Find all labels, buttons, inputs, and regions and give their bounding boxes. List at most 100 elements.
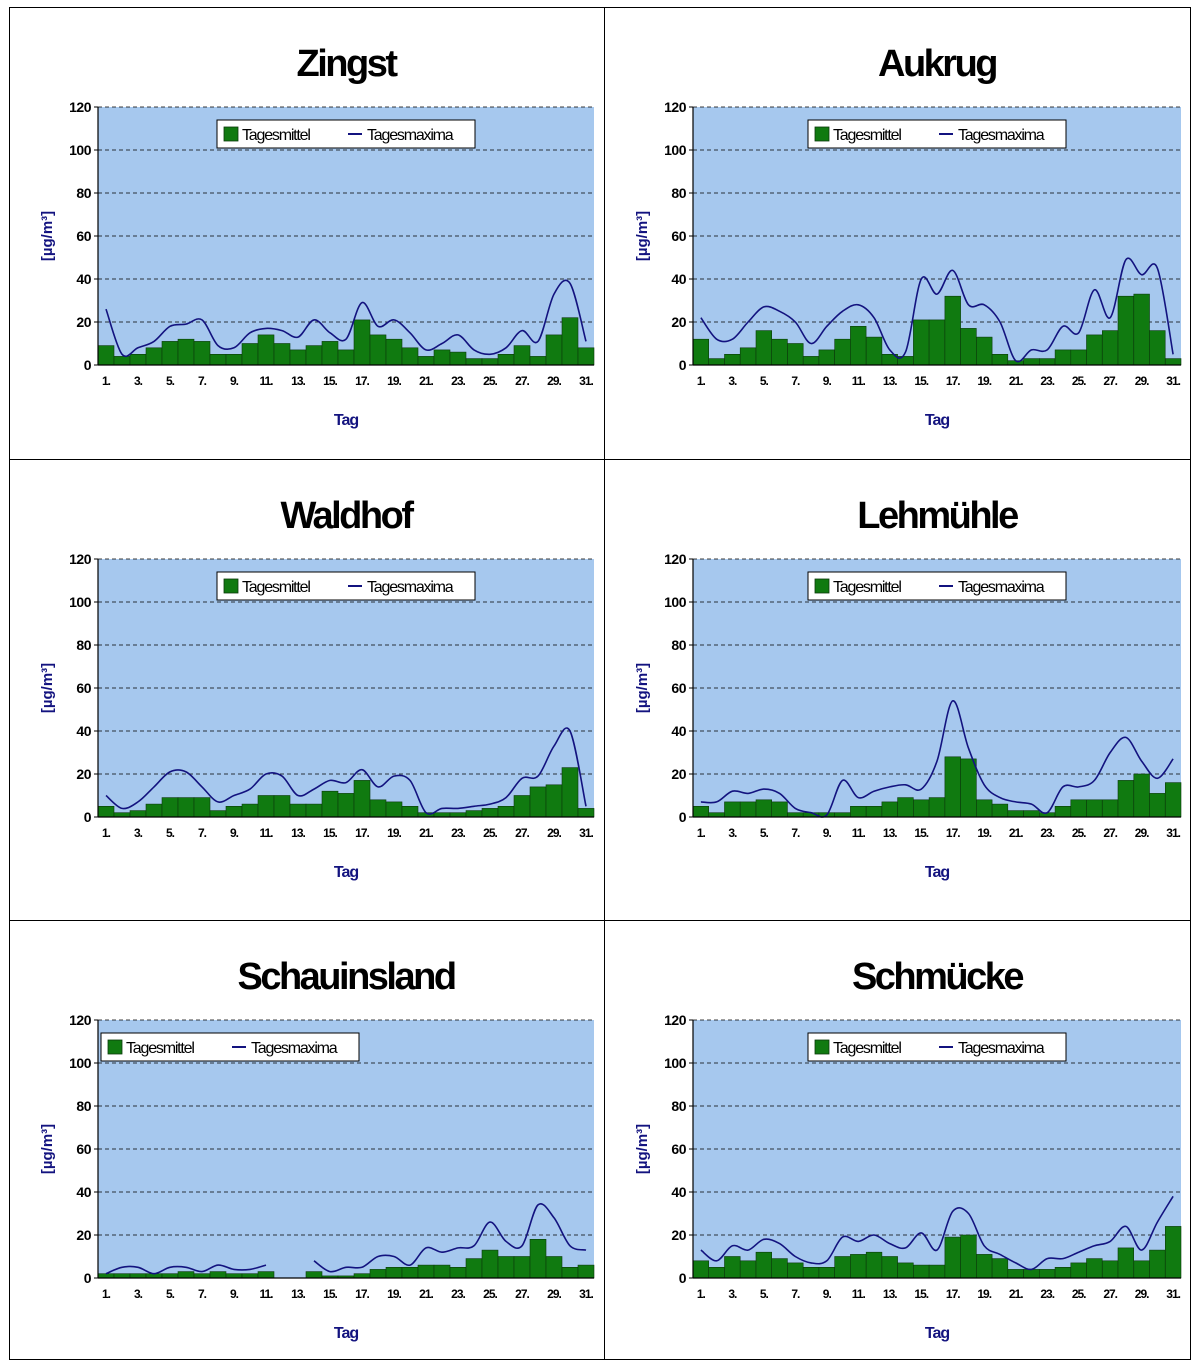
x-axis-title: Tag xyxy=(334,1325,358,1342)
bar-tagesmittel-day-14 xyxy=(897,797,914,818)
line-tagesmaxima xyxy=(700,257,1174,363)
x-tick-label: 17. xyxy=(355,1287,369,1301)
x-axis-title: Tag xyxy=(925,864,949,881)
bar-tagesmittel-day-20 xyxy=(401,347,419,366)
x-tick-label: 7. xyxy=(198,374,207,388)
bar-tagesmittel-day-5 xyxy=(755,1251,772,1279)
chart-title: Waldhof xyxy=(281,495,415,537)
y-tick-label: 100 xyxy=(664,142,687,158)
legend: Tagesmittel Tagesmaxima xyxy=(807,119,1067,149)
y-tick-label: 120 xyxy=(664,551,687,567)
y-axis-title: [µg/m³] xyxy=(634,211,651,261)
legend-label-tagesmaxima: Tagesmaxima xyxy=(958,1040,1045,1057)
line-tagesmaxima xyxy=(105,279,587,358)
chart-cell-schauinsland: Schauinsland 0 20 40 60 80 100 120 1. 3. 5. 7. 9. 11.… xyxy=(10,921,604,1361)
bar-tagesmittel-day-22 xyxy=(1023,358,1040,366)
bar-tagesmittel-day-28 xyxy=(529,356,547,366)
cell-divider-vertical xyxy=(604,8,605,1359)
bar-tagesmittel-day-4 xyxy=(739,347,757,366)
chart-aukrug: Aukrug 0 20 40 60 80 100 120 1. 3. 5. 7. 9. 11. 13. 15.… xyxy=(634,43,1182,429)
bar-tagesmittel-day-19 xyxy=(976,336,993,366)
bar-tagesmittel-day-21 xyxy=(417,356,435,366)
y-tick-label: 100 xyxy=(664,1055,687,1071)
bar-tagesmittel-day-4 xyxy=(739,801,757,818)
x-tick-label: 21. xyxy=(419,1287,433,1301)
x-tick-label: 17. xyxy=(355,826,369,840)
y-axis-title: [µg/m³] xyxy=(39,663,56,713)
x-tick-label: 31. xyxy=(1166,826,1180,840)
bar-tagesmittel-day-2 xyxy=(113,1273,131,1279)
bar-tagesmittel-day-19 xyxy=(385,1266,403,1279)
x-tick-label: 9. xyxy=(823,826,832,840)
y-tick-label: 120 xyxy=(69,551,92,567)
x-tick-label: 27. xyxy=(515,826,529,840)
y-tick-label: 120 xyxy=(69,1012,92,1028)
legend: Tagesmittel Tagesmaxima xyxy=(216,119,476,149)
y-tick-label: 0 xyxy=(679,357,687,373)
bar-tagesmittel-day-25 xyxy=(481,1249,499,1279)
x-tick-label: 5. xyxy=(166,1287,175,1301)
x-tick-label: 13. xyxy=(291,826,305,840)
bar-tagesmittel-day-3 xyxy=(724,801,741,818)
y-tick-label: 0 xyxy=(84,809,92,825)
x-tick-label: 3. xyxy=(728,374,737,388)
x-tick-label: 31. xyxy=(1166,1287,1180,1301)
chart-grid: Zingst 0 20 40 60 80 100 120 1. 3. 5. 7. 9. 11. 13. 15.… xyxy=(9,7,1191,1360)
bar-tagesmittel-day-6 xyxy=(771,801,788,818)
bar-tagesmittel-day-7 xyxy=(787,343,804,366)
bar-tagesmittel-day-1 xyxy=(692,338,709,366)
bar-tagesmittel-day-16 xyxy=(337,793,355,818)
bar-tagesmittel-day-27 xyxy=(513,1256,531,1279)
bar-tagesmittel-day-5 xyxy=(161,797,179,818)
x-tick-label: 19. xyxy=(977,1287,991,1301)
bar-tagesmittel-day-22 xyxy=(1023,1269,1040,1279)
bar-tagesmittel-day-25 xyxy=(1070,349,1087,366)
bar-tagesmittel-day-22 xyxy=(433,812,451,818)
bar-tagesmittel-day-31 xyxy=(577,347,595,366)
bar-tagesmittel-day-6 xyxy=(771,1258,788,1279)
x-tick-label: 9. xyxy=(230,374,239,388)
bar-tagesmittel-day-15 xyxy=(321,341,339,366)
x-tick-label: 7. xyxy=(198,1287,207,1301)
y-tick-label: 100 xyxy=(69,1055,92,1071)
bar-tagesmittel-day-23 xyxy=(1038,358,1056,366)
legend-label-tagesmaxima: Tagesmaxima xyxy=(958,127,1045,144)
legend-swatch-tagesmittel xyxy=(814,1039,830,1055)
y-tick-label: 60 xyxy=(671,228,686,244)
y-tick-label: 40 xyxy=(76,271,91,287)
y-tick-label: 40 xyxy=(76,1184,91,1200)
x-tick-label: 7. xyxy=(791,374,800,388)
chart-title: Schauinsland xyxy=(237,956,454,998)
x-tick-label: 23. xyxy=(1040,826,1054,840)
bar-tagesmittel-day-19 xyxy=(385,338,403,366)
legend-label-tagesmittel: Tagesmittel xyxy=(126,1040,194,1057)
legend-box xyxy=(216,119,476,149)
x-tick-label: 15. xyxy=(914,374,928,388)
bar-tagesmittel-day-4 xyxy=(145,347,163,366)
bar-tagesmittel-day-28 xyxy=(529,1238,547,1279)
x-tick-label: 29. xyxy=(1135,826,1149,840)
bar-tagesmittel-day-21 xyxy=(417,1264,435,1279)
y-tick-label: 120 xyxy=(664,99,687,115)
x-axis-title: Tag xyxy=(334,864,358,881)
bar-tagesmittel-day-13 xyxy=(881,801,898,818)
legend-swatch-tagesmittel xyxy=(223,126,239,142)
chart-waldhof: Waldhof 0 20 40 60 80 100 120 1. 3. 5. 7. 9. 11. 13. 15… xyxy=(39,495,595,881)
bar-tagesmittel-day-30 xyxy=(561,767,579,818)
bar-tagesmittel-day-29 xyxy=(545,1256,563,1279)
x-tick-label: 9. xyxy=(823,374,832,388)
bar-tagesmittel-day-19 xyxy=(976,1254,993,1279)
legend-box xyxy=(216,571,476,601)
bar-tagesmittel-day-5 xyxy=(755,330,772,366)
legend: Tagesmittel Tagesmaxima xyxy=(807,1032,1067,1062)
bar-tagesmittel-day-3 xyxy=(724,353,741,366)
x-tick-label: 27. xyxy=(515,1287,529,1301)
bar-tagesmittel-day-23 xyxy=(449,351,467,366)
bar-tagesmittel-day-17 xyxy=(353,319,371,366)
bar-tagesmittel-day-5 xyxy=(161,1273,179,1279)
bar-tagesmittel-day-27 xyxy=(1101,330,1119,366)
bar-tagesmittel-day-17 xyxy=(944,295,961,366)
legend-box xyxy=(100,1032,360,1062)
x-tick-label: 19. xyxy=(387,1287,401,1301)
bar-tagesmittel-day-25 xyxy=(1070,1262,1087,1279)
